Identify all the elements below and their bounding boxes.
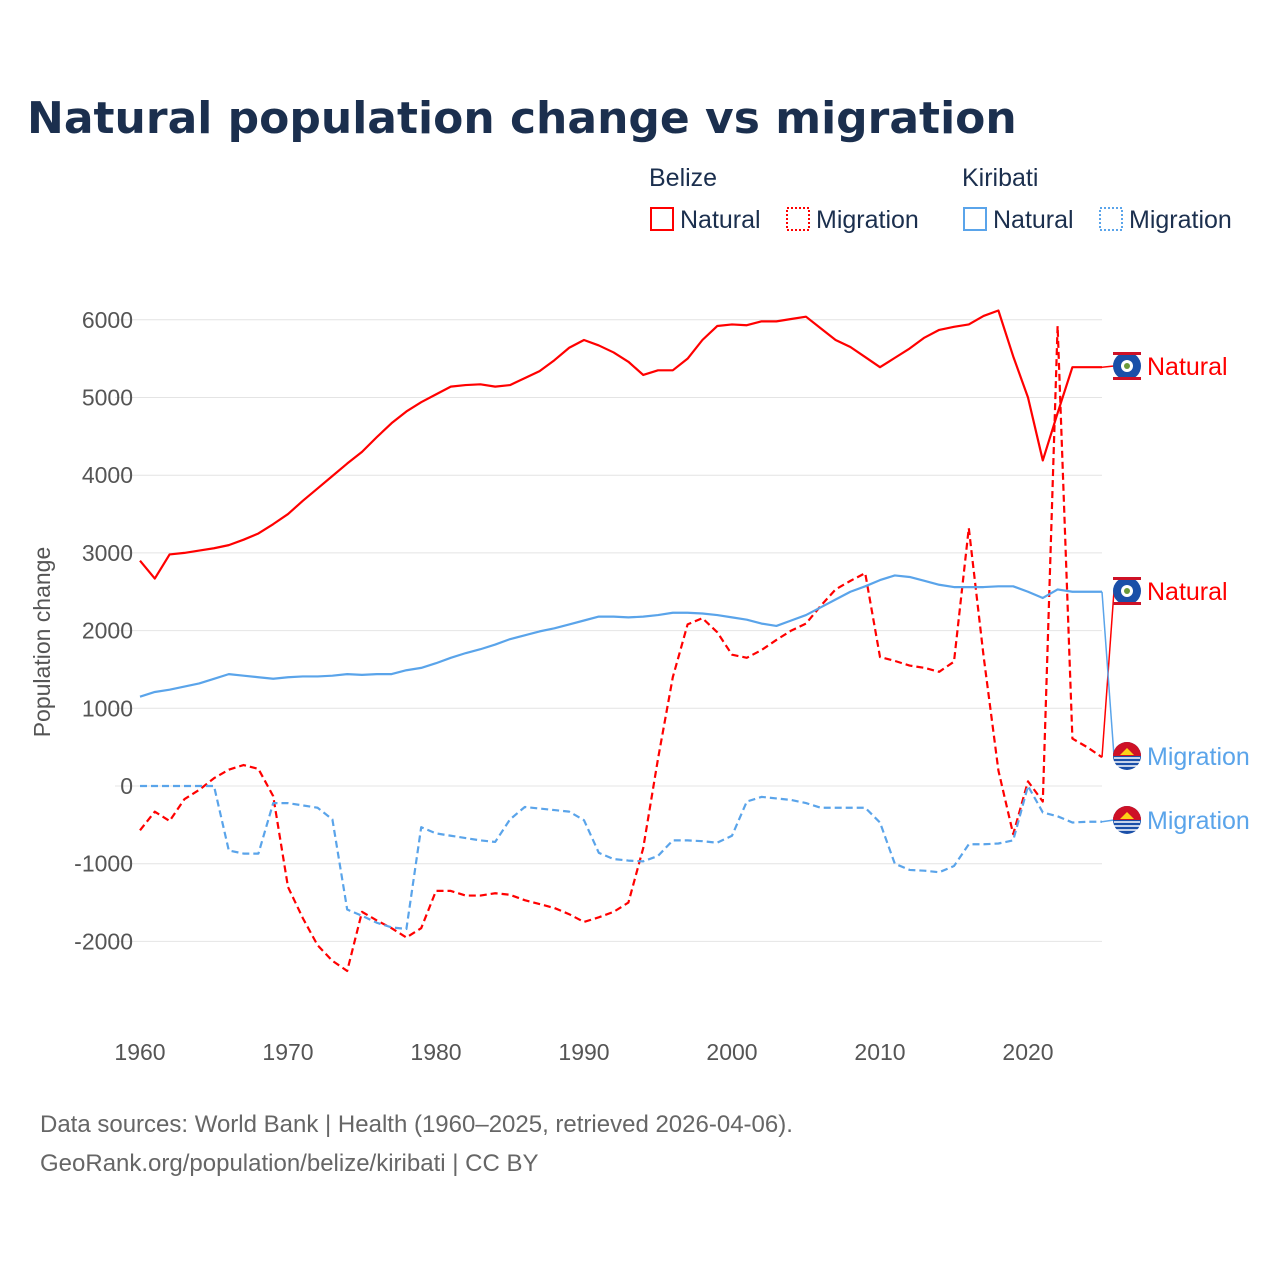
- y-tick-label: 0: [120, 773, 133, 799]
- gridlines: [115, 319, 1102, 942]
- y-tick-label: 3000: [82, 540, 133, 566]
- end-label-kiribati-migration: Migration: [1147, 807, 1250, 835]
- legend-belize-natural[interactable]: Natural: [680, 206, 761, 234]
- flag-stripe: [1113, 352, 1141, 355]
- legend-swatch-belize-natural: [650, 207, 674, 231]
- flag-emblem-center: [1124, 363, 1130, 369]
- legend-belize-migration[interactable]: Migration: [816, 206, 919, 234]
- chart-title: Natural population change vs migration: [27, 93, 1017, 144]
- legend-group-kiribati: Kiribati: [962, 164, 1038, 192]
- x-tick-label: 2020: [1002, 1039, 1053, 1065]
- series-belize-migration: [139, 324, 1103, 973]
- legend-kiribati-natural[interactable]: Natural: [993, 206, 1074, 234]
- series-kiribati-natural: [139, 574, 1102, 698]
- legend: Belize Kiribati Natural Migration Natura…: [649, 164, 1232, 234]
- legend-swatch-belize-migration: [786, 207, 810, 231]
- end-label-kiribati-natural: Migration: [1147, 743, 1250, 771]
- x-tick-label: 2000: [706, 1039, 757, 1065]
- legend-kiribati-migration[interactable]: Migration: [1129, 206, 1232, 234]
- flag-stripe: [1113, 577, 1141, 580]
- flag-sun: [1120, 812, 1134, 819]
- x-tick-label: 2010: [854, 1039, 905, 1065]
- y-tick-label: 5000: [82, 385, 133, 411]
- belize-flag-icon: [1113, 577, 1141, 605]
- end-label-connector: [1101, 365, 1115, 368]
- flag-emblem-center: [1124, 588, 1130, 594]
- end-label-belize-migration: Natural: [1147, 578, 1228, 606]
- y-tick-label: 1000: [82, 695, 133, 721]
- flag-stripe: [1113, 377, 1141, 380]
- y-tick-label: 6000: [82, 307, 133, 333]
- flag-stripe: [1113, 602, 1141, 605]
- end-label-connector: [1101, 591, 1115, 757]
- kiribati-flag-icon: [1113, 806, 1141, 834]
- series-kiribati-migration: [140, 784, 1102, 931]
- y-tick-label: -2000: [74, 928, 133, 954]
- legend-group-belize: Belize: [649, 164, 717, 192]
- end-label-connector: [1101, 819, 1115, 823]
- y-tick-label: 4000: [82, 462, 133, 488]
- x-tick-label: 1980: [410, 1039, 461, 1065]
- flag-sun: [1120, 748, 1134, 755]
- end-labels: Natural Natural Migration Migration: [1101, 352, 1250, 835]
- y-axis-label: Population change: [29, 547, 55, 738]
- y-tick-label: -1000: [74, 851, 133, 877]
- x-axis: 1960 1970 1980 1990 2000 2010 2020: [114, 1039, 1053, 1065]
- y-tick-label: 2000: [82, 618, 133, 644]
- y-axis: -2000 -1000 0 1000 2000 3000 4000 5000 6000: [74, 307, 133, 955]
- legend-swatch-kiribati-migration: [1099, 207, 1123, 231]
- series-lines: [139, 309, 1103, 973]
- belize-flag-icon: [1113, 352, 1141, 380]
- footer-sources: Data sources: World Bank | Health (1960–…: [40, 1111, 793, 1138]
- end-label-belize-natural: Natural: [1147, 353, 1228, 381]
- kiribati-flag-icon: [1113, 742, 1141, 770]
- series-belize-natural: [139, 309, 1102, 580]
- x-tick-label: 1990: [558, 1039, 609, 1065]
- legend-swatch-kiribati-natural: [963, 207, 987, 231]
- x-tick-label: 1970: [262, 1039, 313, 1065]
- footer-link[interactable]: GeoRank.org/population/belize/kiribati |…: [40, 1150, 539, 1177]
- x-tick-label: 1960: [114, 1039, 165, 1065]
